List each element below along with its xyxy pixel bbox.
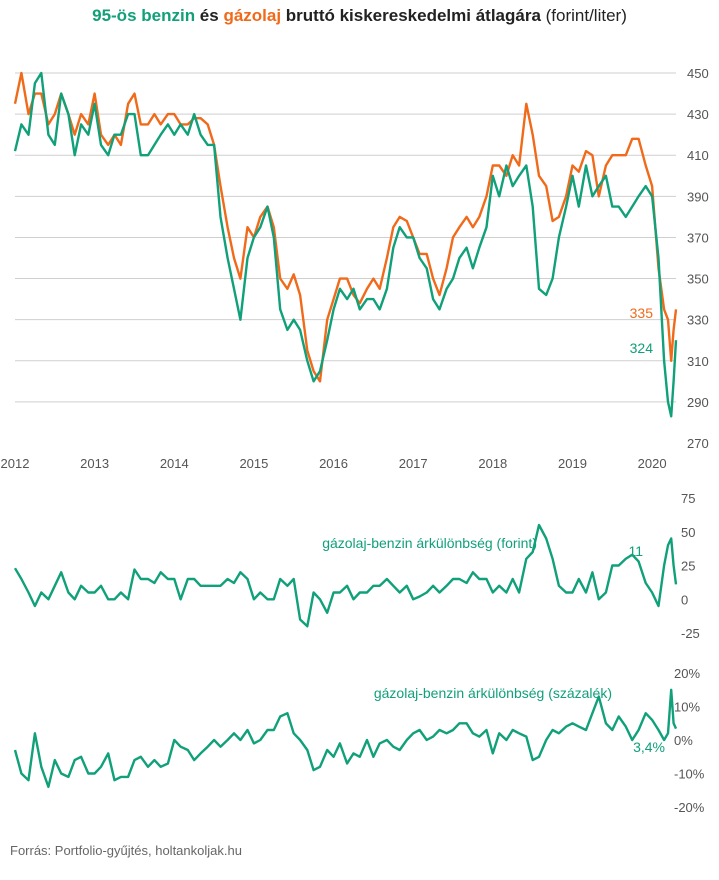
benzin-last-value: 324 (630, 340, 654, 356)
x-tick-label: 2016 (319, 456, 348, 471)
y-tick-label: 330 (687, 313, 709, 328)
percent-diff-line (13, 688, 678, 789)
title-benzin: 95-ös benzin (92, 6, 196, 25)
y-tick-label: 50 (681, 525, 695, 540)
forint-diff-line (13, 523, 678, 628)
percent-diff-label: gázolaj-benzin árkülönbség (százalék) (374, 685, 612, 701)
chart-title: 95-ös benzin és gázolaj bruttó kiskeresk… (0, 6, 719, 26)
y-tick-label: 370 (687, 230, 709, 245)
source-note: Forrás: Portfolio-gyűjtés, holtankoljak.… (10, 843, 242, 858)
y-tick-label: -25 (681, 626, 700, 641)
y-tick-label: -10% (674, 767, 705, 782)
gazolaj-last-value: 335 (630, 305, 654, 321)
y-tick-label: 290 (687, 395, 709, 410)
x-tick-label: 2012 (1, 456, 30, 471)
x-tick-label: 2015 (239, 456, 268, 471)
y-tick-label: 0% (674, 733, 693, 748)
x-tick-label: 2019 (558, 456, 587, 471)
x-tick-label: 2020 (638, 456, 667, 471)
forint-diff-label: gázolaj-benzin árkülönbség (forint) (322, 535, 537, 551)
y-tick-label: 310 (687, 354, 709, 369)
forint-diff-last-value: 11 (628, 543, 643, 559)
y-tick-label: 10% (674, 700, 700, 715)
y-tick-label: 270 (687, 436, 709, 451)
y-tick-label: 390 (687, 189, 709, 204)
y-tick-label: 450 (687, 66, 709, 81)
title-unit: (forint/liter) (540, 6, 627, 25)
x-tick-label: 2017 (399, 456, 428, 471)
x-tick-label: 2018 (478, 456, 507, 471)
y-tick-label: 350 (687, 272, 709, 287)
y-tick-label: -20% (674, 800, 705, 815)
y-tick-label: 410 (687, 148, 709, 163)
benzin-line (13, 71, 678, 418)
title-gazolaj: gázolaj (223, 6, 282, 25)
y-tick-label: 25 (681, 559, 695, 574)
y-tick-label: 20% (674, 666, 700, 681)
x-tick-label: 2014 (160, 456, 189, 471)
title-es: és (195, 6, 224, 25)
gazolaj-line (13, 71, 678, 383)
x-tick-label: 2013 (80, 456, 109, 471)
y-tick-label: 75 (681, 491, 695, 506)
percent-diff-last-value: 3,4% (633, 739, 665, 755)
y-tick-label: 430 (687, 107, 709, 122)
y-tick-label: 0 (681, 592, 688, 607)
title-rest: bruttó kiskereskedelmi átlagára (281, 6, 541, 25)
